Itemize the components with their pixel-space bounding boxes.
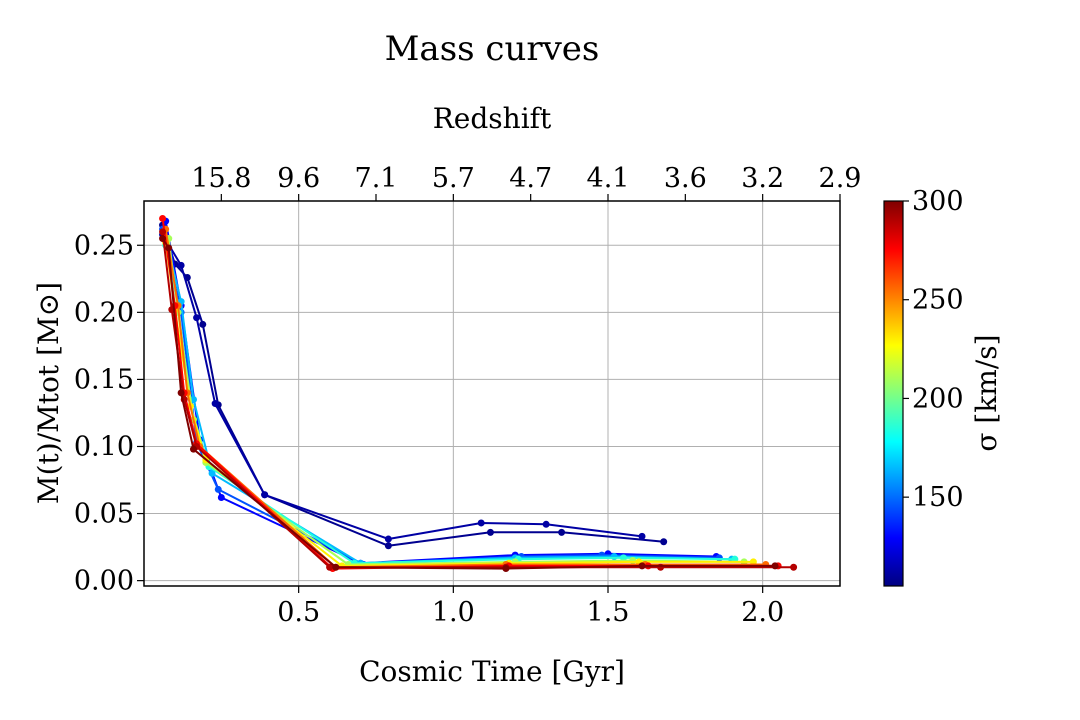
data-point <box>199 320 207 328</box>
series-line <box>164 242 754 567</box>
colorbar-tick-label: 300 <box>912 186 964 217</box>
data-point <box>177 261 185 269</box>
data-point <box>261 491 269 499</box>
x-tick-label: 1.5 <box>587 597 630 628</box>
colorbar-tick-label: 200 <box>912 383 964 414</box>
data-point <box>657 563 665 571</box>
series-lines <box>159 214 798 573</box>
series-line <box>164 229 766 569</box>
data-point <box>790 563 798 571</box>
y-tick-label: 0.10 <box>74 431 134 462</box>
x-tick-label: 2.0 <box>741 597 784 628</box>
data-point <box>214 485 222 493</box>
data-point <box>384 542 392 550</box>
colorbar-label: σ [km/s] <box>970 334 1003 451</box>
colorbar-tick-label: 250 <box>912 285 964 316</box>
data-point <box>486 528 494 536</box>
top-tick-label: 5.7 <box>432 163 475 194</box>
data-point <box>159 228 167 236</box>
top-tick-label: 2.9 <box>819 163 862 194</box>
data-point <box>208 469 216 477</box>
data-point <box>159 235 167 243</box>
data-point <box>332 563 340 571</box>
data-point <box>477 519 485 527</box>
y-tick-label: 0.00 <box>74 566 134 597</box>
colorbar-gradient <box>883 200 904 587</box>
chart-title: Mass curves <box>385 29 600 69</box>
colorbar: 150 200 250 300 <box>883 186 964 587</box>
colorbar-tick-label: 150 <box>912 482 964 513</box>
series-line <box>161 238 775 570</box>
plot-frame <box>143 200 841 587</box>
series-line <box>161 228 720 566</box>
top-axis-label: Redshift <box>433 102 552 135</box>
data-point <box>558 528 566 536</box>
data-point <box>159 214 167 222</box>
y-axis-label: M(t)/Mtot [M⊙] <box>32 282 65 504</box>
data-point <box>715 554 723 562</box>
data-point <box>165 244 173 252</box>
axes: 0.5 1.0 1.5 2.0 0.00 0.05 0.10 0.15 0.20 0.25 15.8… <box>74 163 862 628</box>
top-tick-label: 3.2 <box>741 163 784 194</box>
series-line <box>164 220 717 565</box>
data-point <box>771 562 779 570</box>
series-line <box>161 233 643 540</box>
top-tick-label: 9.6 <box>277 163 320 194</box>
x-tick-label: 1.0 <box>432 597 475 628</box>
data-point <box>542 520 550 528</box>
series-line <box>164 245 735 565</box>
top-tick-label: 15.8 <box>191 163 251 194</box>
data-point <box>638 562 646 570</box>
y-tick-label: 0.05 <box>74 499 134 530</box>
y-tick-label: 0.20 <box>74 297 134 328</box>
series-line <box>161 224 664 547</box>
data-point <box>326 563 334 571</box>
grid-lines <box>144 201 840 586</box>
top-tick-label: 4.7 <box>509 163 552 194</box>
top-tick-label: 7.1 <box>355 163 398 194</box>
data-point <box>211 400 219 408</box>
data-point <box>619 554 627 562</box>
series-line <box>164 238 732 565</box>
data-point <box>189 445 197 453</box>
y-tick-label: 0.15 <box>74 364 134 395</box>
data-point <box>638 532 646 540</box>
x-axis-label: Cosmic Time [Gyr] <box>359 655 625 688</box>
data-point <box>193 314 201 322</box>
y-tick-label: 0.25 <box>74 230 134 261</box>
series-line <box>167 238 745 566</box>
series-line <box>161 218 779 570</box>
x-tick-label: 0.5 <box>277 597 320 628</box>
data-point <box>177 389 185 397</box>
top-tick-label: 4.1 <box>587 163 630 194</box>
series-line <box>161 231 794 569</box>
data-point <box>660 538 668 546</box>
top-tick-label: 3.6 <box>664 163 707 194</box>
data-point <box>217 493 225 501</box>
data-point <box>502 565 510 573</box>
data-point <box>384 535 392 543</box>
